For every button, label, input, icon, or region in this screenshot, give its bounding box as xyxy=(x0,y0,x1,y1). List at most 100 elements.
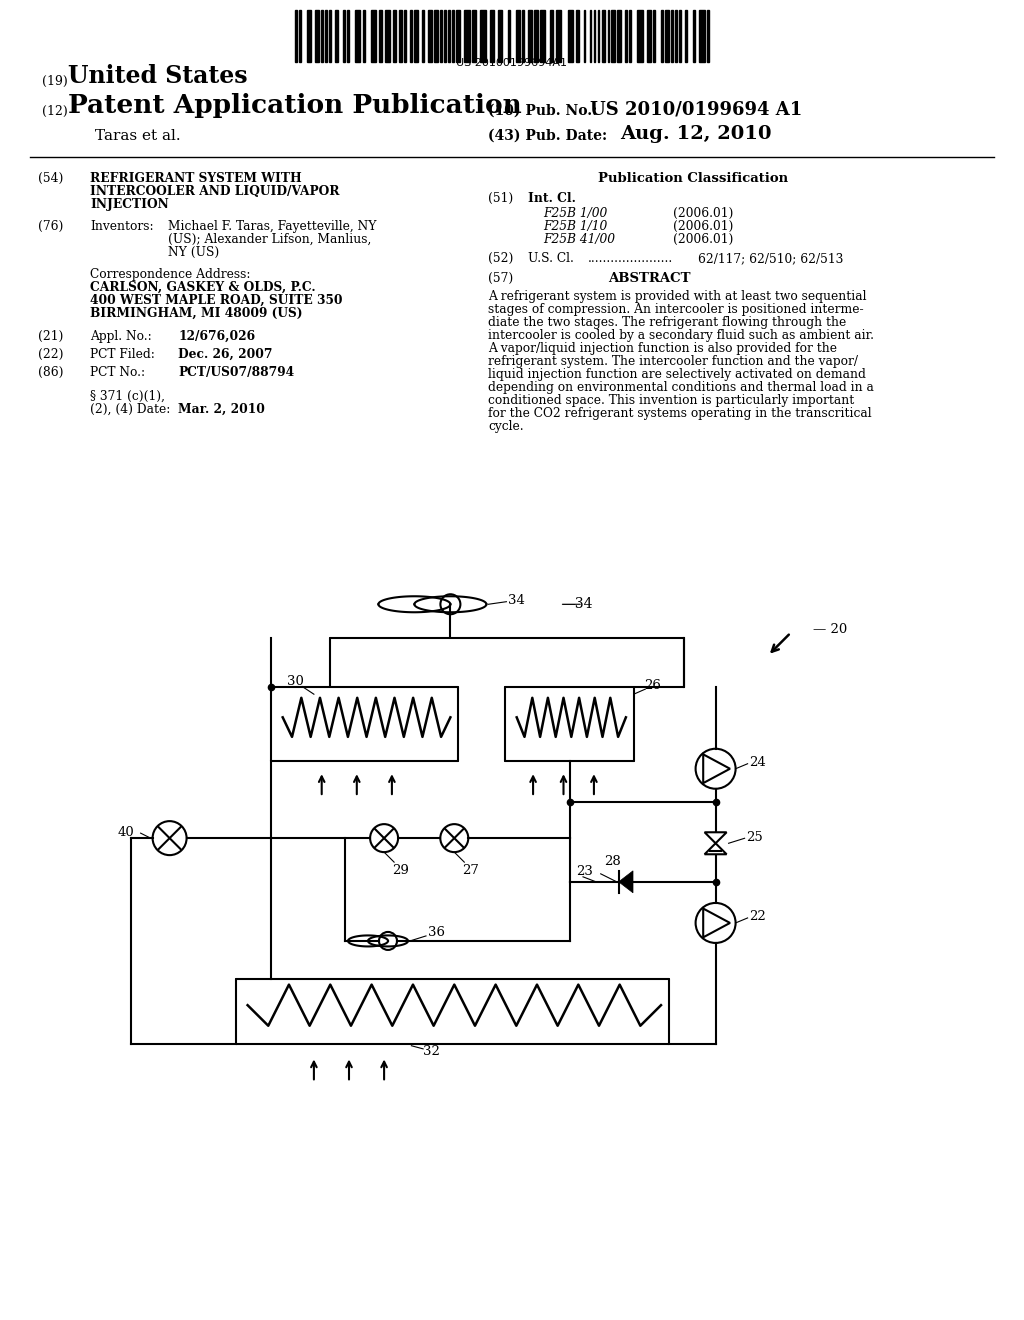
Text: (2), (4) Date:: (2), (4) Date: xyxy=(90,403,170,416)
Text: 34: 34 xyxy=(508,594,525,607)
Text: (19): (19) xyxy=(42,75,68,88)
Bar xyxy=(707,11,709,62)
Text: (2006.01): (2006.01) xyxy=(673,207,733,220)
Text: for the CO2 refrigerant systems operating in the transcritical: for the CO2 refrigerant systems operatin… xyxy=(488,407,871,420)
Text: US 2010/0199694 A1: US 2010/0199694 A1 xyxy=(590,100,802,117)
Text: —34: —34 xyxy=(561,597,593,611)
Text: Inventors:: Inventors: xyxy=(90,220,154,234)
Text: (12): (12) xyxy=(42,106,68,117)
Bar xyxy=(540,11,546,62)
Text: (2006.01): (2006.01) xyxy=(673,234,733,246)
Bar xyxy=(325,11,327,62)
Text: 25: 25 xyxy=(746,830,763,843)
Text: 32: 32 xyxy=(423,1045,440,1057)
Bar xyxy=(671,11,673,62)
Bar xyxy=(662,11,664,62)
Bar xyxy=(594,11,595,62)
Bar xyxy=(617,11,622,62)
Bar xyxy=(607,11,609,62)
Bar xyxy=(637,11,643,62)
Bar xyxy=(534,11,538,62)
Bar xyxy=(516,11,519,62)
Bar xyxy=(379,11,382,62)
Text: Publication Classification: Publication Classification xyxy=(598,172,788,185)
Bar xyxy=(522,11,523,62)
Text: United States: United States xyxy=(68,63,248,88)
Text: F25B 41/00: F25B 41/00 xyxy=(543,234,615,246)
Text: PCT Filed:: PCT Filed: xyxy=(90,348,155,360)
Bar xyxy=(347,11,348,62)
Text: 30: 30 xyxy=(287,675,303,688)
Text: F25B 1/10: F25B 1/10 xyxy=(543,220,607,234)
Bar xyxy=(398,11,402,62)
Text: cycle.: cycle. xyxy=(488,420,523,433)
Bar xyxy=(508,11,510,62)
Text: CARLSON, GASKEY & OLDS, P.C.: CARLSON, GASKEY & OLDS, P.C. xyxy=(90,281,315,294)
Bar xyxy=(601,11,605,62)
Bar xyxy=(299,11,301,62)
Bar xyxy=(315,11,318,62)
Text: 62/117; 62/510; 62/513: 62/117; 62/510; 62/513 xyxy=(698,252,844,265)
Bar xyxy=(411,11,413,62)
Bar xyxy=(362,11,365,62)
Text: ......................: ...................... xyxy=(588,252,673,265)
Bar xyxy=(343,11,345,62)
Text: 36: 36 xyxy=(428,927,445,940)
Text: NY (US): NY (US) xyxy=(168,246,219,259)
Text: diate the two stages. The refrigerant flowing through the: diate the two stages. The refrigerant fl… xyxy=(488,315,846,329)
Text: (57): (57) xyxy=(488,272,513,285)
Bar xyxy=(453,11,454,62)
Bar xyxy=(626,11,628,62)
Bar xyxy=(498,11,502,62)
Bar xyxy=(647,11,651,62)
Text: (22): (22) xyxy=(38,348,63,360)
Text: (2006.01): (2006.01) xyxy=(673,220,733,234)
Bar xyxy=(693,11,695,62)
Text: 22: 22 xyxy=(750,911,766,924)
Bar xyxy=(434,11,438,62)
Text: (52): (52) xyxy=(488,252,513,265)
Bar xyxy=(550,11,553,62)
Bar xyxy=(685,11,687,62)
Text: INTERCOOLER AND LIQUID/VAPOR: INTERCOOLER AND LIQUID/VAPOR xyxy=(90,185,340,198)
Bar xyxy=(598,11,599,62)
Bar xyxy=(295,11,297,62)
Bar xyxy=(392,11,396,62)
Bar xyxy=(472,11,476,62)
Bar xyxy=(371,11,376,62)
Bar xyxy=(335,11,339,62)
Text: A refrigerant system is provided with at least two sequential: A refrigerant system is provided with at… xyxy=(488,290,866,304)
Bar xyxy=(590,11,592,62)
Bar xyxy=(666,11,669,62)
Text: 26: 26 xyxy=(644,678,660,692)
Text: 28: 28 xyxy=(604,855,621,869)
Bar xyxy=(449,11,451,62)
Bar xyxy=(404,11,407,62)
Text: Correspondence Address:: Correspondence Address: xyxy=(90,268,251,281)
Bar xyxy=(584,11,586,62)
Text: (10) Pub. No.:: (10) Pub. No.: xyxy=(488,104,597,117)
Text: U.S. Cl.: U.S. Cl. xyxy=(528,252,573,265)
Text: 24: 24 xyxy=(750,756,766,770)
Text: Taras et al.: Taras et al. xyxy=(95,129,180,143)
Bar xyxy=(428,11,432,62)
Text: liquid injection function are selectively activated on demand: liquid injection function are selectivel… xyxy=(488,368,866,381)
Bar xyxy=(385,11,390,62)
Text: Mar. 2, 2010: Mar. 2, 2010 xyxy=(178,403,265,416)
Text: (76): (76) xyxy=(38,220,63,234)
Text: (54): (54) xyxy=(38,172,63,185)
Bar xyxy=(490,11,494,62)
Bar xyxy=(444,11,446,62)
Bar xyxy=(528,11,531,62)
Bar xyxy=(611,11,615,62)
Bar xyxy=(630,11,631,62)
Bar xyxy=(321,11,323,62)
Bar xyxy=(464,11,470,62)
Text: 40: 40 xyxy=(118,825,134,838)
Text: (21): (21) xyxy=(38,330,63,343)
Text: conditioned space. This invention is particularly important: conditioned space. This invention is par… xyxy=(488,393,854,407)
Text: (51): (51) xyxy=(488,191,513,205)
Bar xyxy=(480,11,485,62)
Bar xyxy=(354,11,360,62)
Text: PCT/US07/88794: PCT/US07/88794 xyxy=(178,366,294,379)
